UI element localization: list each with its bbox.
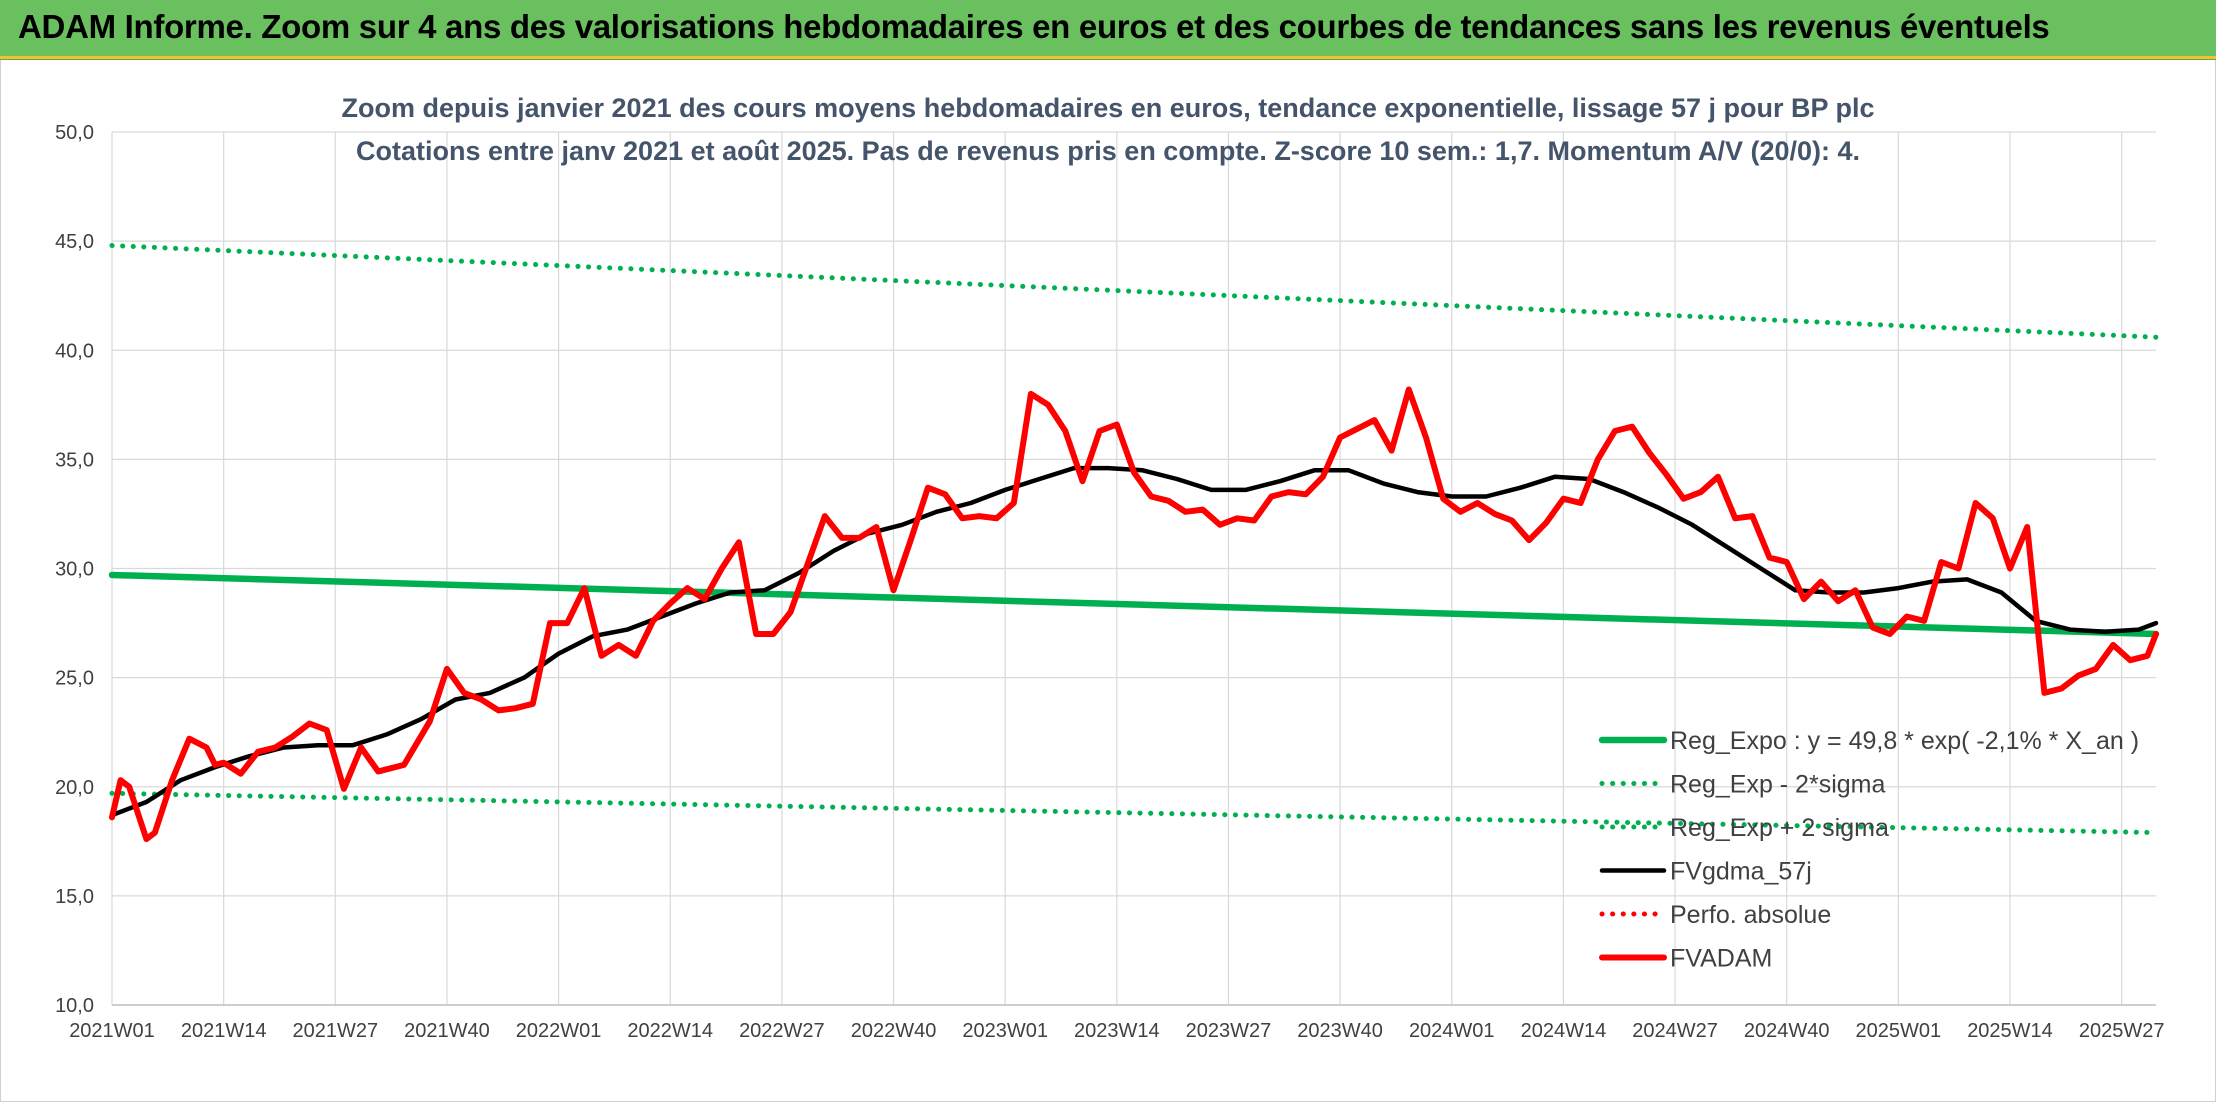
series-line-1 [109,790,2159,836]
chart-title: Zoom depuis janvier 2021 des cours moyen… [341,93,1874,123]
y-tick-label: 10,0 [55,995,94,1017]
y-tick-label: 25,0 [55,668,94,690]
x-tick-label: 2021W14 [181,1020,267,1042]
legend-label-2: Reg_Exp + 2 sigma [1670,814,1889,842]
x-tick-label: 2022W40 [851,1020,937,1042]
x-tick-label: 2021W01 [69,1020,155,1042]
x-tick-label: 2022W27 [739,1020,825,1042]
y-tick-label: 20,0 [55,777,94,799]
chart-subtitle: Cotations entre janv 2021 et août 2025. … [356,136,1860,166]
grid-layer [111,131,2156,1006]
y-tick-label: 40,0 [55,340,94,362]
legend: Reg_Expo : y = 49,8 * exp( -2,1% * X_an … [1598,727,2139,973]
y-tick-label: 45,0 [55,231,94,253]
y-tick-label: 35,0 [55,449,94,471]
header-band [0,0,2216,60]
series-layer [108,243,2160,843]
header-accent [0,56,2216,59]
y-tick-label: 30,0 [55,559,94,581]
x-tick-label: 2021W40 [404,1020,490,1042]
page-title: ADAM Informe. Zoom sur 4 ans des valoris… [18,8,2050,45]
axis-layer: 10,0 15,0 20,0 25,0 30,0 35,0 40,0 45,0 50,0 2021… [55,122,2164,1042]
series-line-3 [109,465,2159,818]
x-tick-label: 2024W14 [1521,1020,1607,1042]
x-tick-label: 2022W01 [516,1020,602,1042]
x-tick-label: 2023W14 [1074,1020,1160,1042]
x-tick-label: 2025W14 [1967,1020,2053,1042]
x-tick-label: 2024W01 [1409,1020,1495,1042]
x-tick-label: 2022W14 [627,1020,713,1042]
y-tick-label: 50,0 [55,122,94,144]
legend-label-4: Perfo. absolue [1670,901,1831,929]
x-tick-label: 2023W40 [1297,1020,1383,1042]
series-line-2 [109,243,2159,340]
x-tick-label: 2025W01 [1856,1020,1942,1042]
x-tick-label: 2025W27 [2079,1020,2165,1042]
legend-label-0: Reg_Expo : y = 49,8 * exp( -2,1% * X_an … [1670,727,2139,755]
x-tick-label: 2024W40 [1744,1020,1830,1042]
series-line-5 [109,386,2159,843]
legend-label-3: FVgdma_57j [1670,858,1812,886]
x-tick-label: 2021W27 [292,1020,378,1042]
x-tick-label: 2023W01 [962,1020,1048,1042]
x-tick-label: 2023W27 [1186,1020,1272,1042]
y-tick-label: 15,0 [55,886,94,908]
x-tick-label: 2024W27 [1632,1020,1718,1042]
legend-label-5: FVADAM [1670,945,1772,973]
series-line-0 [108,571,2160,638]
legend-label-1: Reg_Exp - 2*sigma [1670,771,1885,799]
